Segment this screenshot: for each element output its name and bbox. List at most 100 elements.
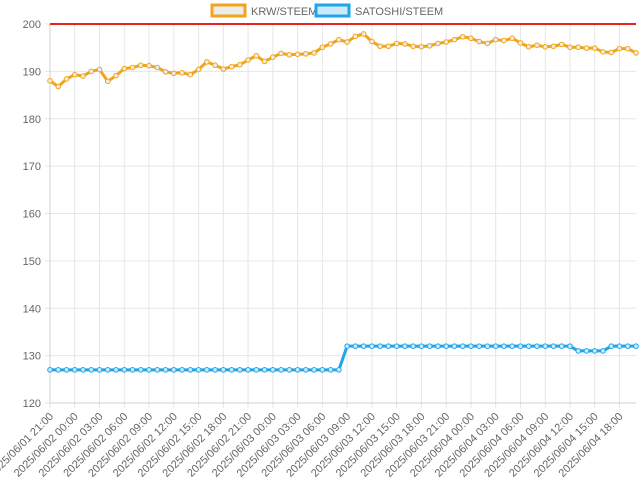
data-point <box>385 43 392 50</box>
data-point <box>591 348 598 354</box>
data-point <box>55 83 62 90</box>
data-point <box>377 343 383 349</box>
data-point <box>319 367 326 373</box>
data-point <box>137 367 144 373</box>
data-point <box>633 343 639 349</box>
data-point <box>377 43 383 50</box>
data-point <box>402 343 408 349</box>
data-point <box>162 69 169 75</box>
data-point <box>534 42 540 49</box>
series-layer <box>47 31 639 373</box>
data-point <box>402 41 408 47</box>
data-point <box>47 78 53 84</box>
data-point <box>410 343 416 349</box>
data-point <box>558 41 565 48</box>
data-point <box>71 71 78 78</box>
data-point <box>137 62 144 69</box>
data-point <box>451 36 458 43</box>
data-point <box>591 45 598 51</box>
data-point <box>88 68 95 75</box>
data-point <box>542 43 549 50</box>
data-point <box>104 367 111 373</box>
data-point <box>121 367 128 373</box>
data-point <box>426 42 433 49</box>
grid <box>45 23 636 408</box>
data-point <box>245 367 251 373</box>
data-point <box>63 76 70 82</box>
data-point <box>154 64 161 71</box>
data-point <box>286 367 293 373</box>
data-point <box>96 66 103 73</box>
data-point <box>517 343 524 349</box>
data-point <box>204 59 210 65</box>
data-point <box>459 343 466 349</box>
data-point <box>583 348 590 354</box>
data-point <box>558 343 565 349</box>
data-point <box>369 38 375 45</box>
data-point <box>237 61 243 68</box>
data-point <box>261 367 268 373</box>
data-point <box>369 343 375 349</box>
y-tick-label: 190 <box>23 66 41 78</box>
data-point <box>509 343 516 349</box>
y-axis: 120 130 140 150 160 170 180 190 200 <box>23 19 41 410</box>
data-point <box>484 343 491 349</box>
data-point <box>443 39 449 45</box>
y-tick-label: 160 <box>23 209 41 221</box>
data-point <box>476 38 482 45</box>
y-tick-label: 170 <box>23 161 41 173</box>
data-point <box>294 367 301 373</box>
data-point <box>336 36 342 43</box>
y-tick-label: 150 <box>23 256 41 268</box>
data-point <box>525 343 532 349</box>
data-point <box>567 44 573 51</box>
data-point <box>418 43 425 50</box>
data-point <box>220 66 227 72</box>
data-point <box>195 66 202 73</box>
data-point <box>104 78 111 85</box>
data-point <box>270 367 276 373</box>
data-point <box>435 343 441 349</box>
data-point <box>303 367 309 373</box>
data-point <box>187 367 194 373</box>
data-point <box>154 367 161 373</box>
data-point <box>501 343 507 349</box>
data-point <box>80 73 86 79</box>
data-point <box>187 71 194 78</box>
data-point <box>228 63 235 70</box>
data-point <box>393 40 400 47</box>
legend-label: KRW/STEEM <box>251 6 317 18</box>
series-line <box>49 32 637 89</box>
data-point <box>393 343 400 349</box>
data-point <box>410 43 416 50</box>
data-point <box>525 43 532 50</box>
series-group <box>47 343 639 373</box>
data-point <box>550 343 557 349</box>
legend-item: SATOSHI/STEEM <box>314 3 443 18</box>
data-point <box>608 49 615 56</box>
data-point <box>327 41 334 47</box>
data-point <box>418 343 425 349</box>
data-point <box>608 343 615 349</box>
data-point <box>385 343 392 349</box>
data-point <box>179 70 185 76</box>
data-point <box>600 49 606 55</box>
legend-swatch <box>210 3 247 18</box>
data-point <box>583 45 590 51</box>
data-point <box>476 343 482 349</box>
data-point <box>624 343 631 349</box>
data-point <box>129 367 136 373</box>
y-tick-label: 130 <box>23 351 41 363</box>
data-point <box>360 343 367 349</box>
data-point <box>426 343 433 349</box>
data-point <box>245 57 251 63</box>
data-point <box>220 367 227 373</box>
data-point <box>327 367 334 373</box>
legend-item: KRW/STEEM <box>210 3 317 18</box>
data-point <box>550 43 557 50</box>
legend-swatch <box>314 3 351 18</box>
data-point <box>517 40 524 46</box>
data-point <box>443 343 449 349</box>
data-point <box>492 36 499 43</box>
